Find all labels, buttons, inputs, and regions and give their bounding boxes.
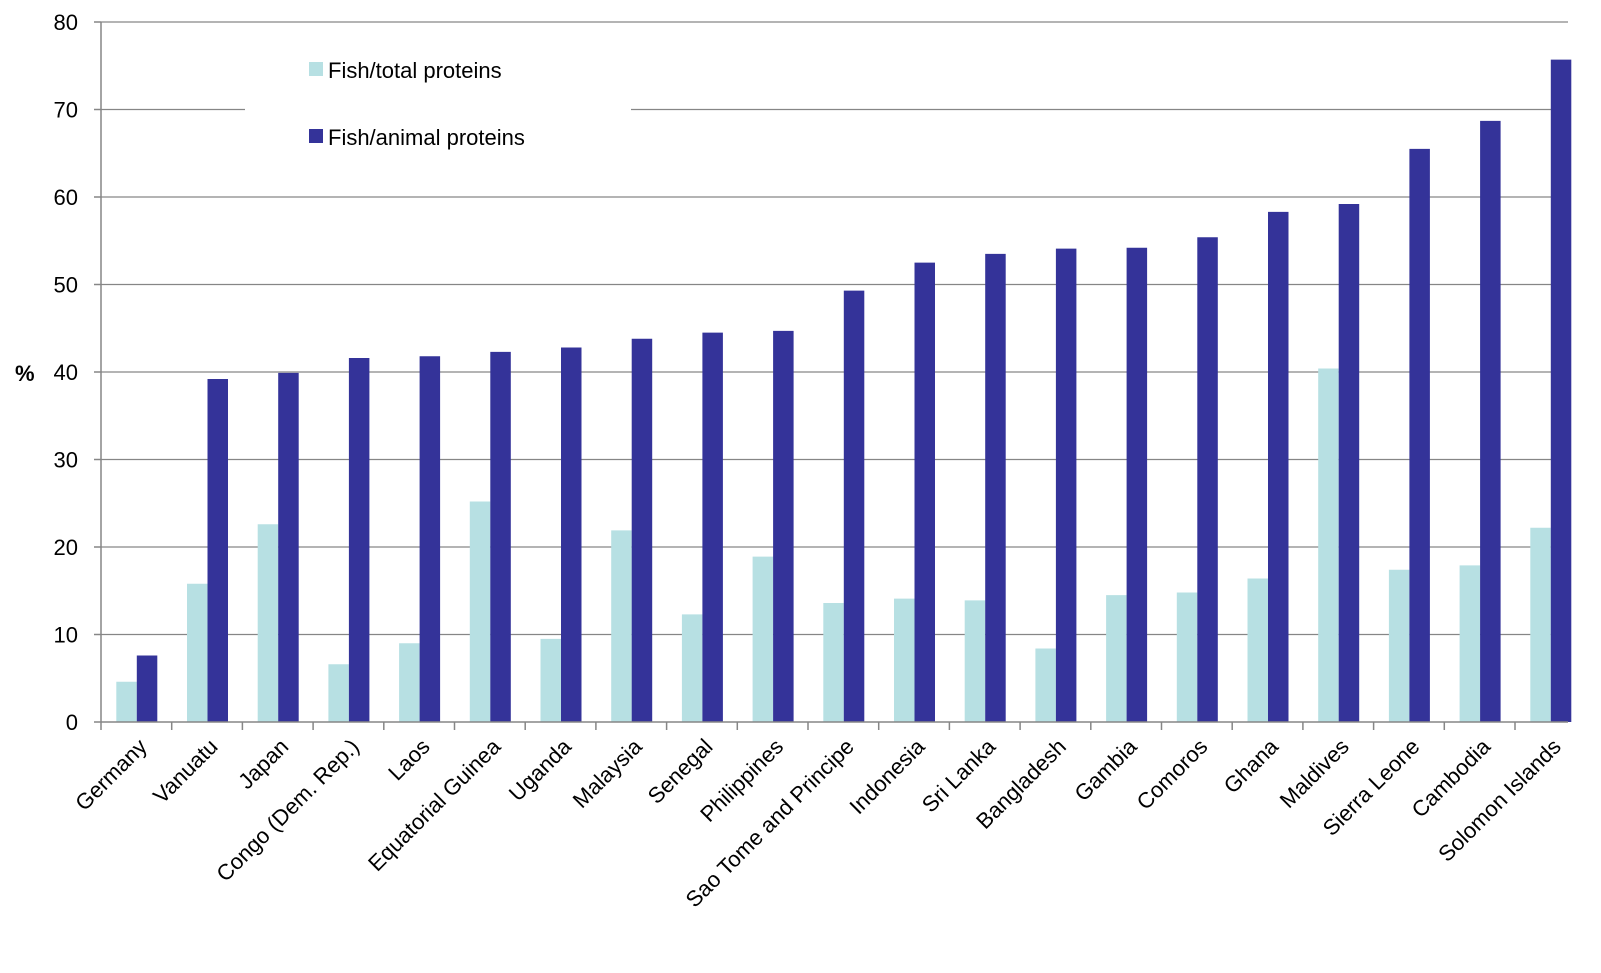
bar-fish-animal-cambodia bbox=[1480, 120, 1501, 722]
bar-fish-total-solomon-islands bbox=[1530, 527, 1551, 722]
x-tick-label: Gambia bbox=[1070, 733, 1143, 806]
x-tick-label: Vanuatu bbox=[148, 734, 222, 808]
legend-label: Fish/total proteins bbox=[328, 58, 502, 83]
bar-fish-animal-indonesia bbox=[914, 262, 935, 722]
y-tick-label: 60 bbox=[54, 185, 78, 210]
bar-fish-animal-sierra-leone bbox=[1409, 148, 1430, 722]
bar-fish-animal-solomon-islands bbox=[1550, 59, 1572, 722]
y-axis-title: % bbox=[15, 361, 35, 386]
bar-fish-animal-japan bbox=[278, 372, 299, 722]
x-tick-label: Comoros bbox=[1132, 734, 1213, 815]
bar-fish-total-comoros bbox=[1176, 592, 1198, 722]
bar-fish-animal-malaysia bbox=[631, 338, 653, 722]
y-tick-label: 20 bbox=[54, 535, 78, 560]
bar-fish-animal-laos bbox=[419, 356, 441, 722]
x-tick-label: Indonesia bbox=[844, 733, 930, 819]
bar-fish-total-gambia bbox=[1106, 595, 1127, 722]
y-tick-labels: 0 10 20 30 40 50 60 70 80 bbox=[54, 10, 78, 735]
bar-fish-total-ghana bbox=[1247, 578, 1268, 722]
bar-fish-animal-comoros bbox=[1197, 237, 1218, 722]
bar-fish-total-germany bbox=[116, 681, 137, 722]
bar-fish-total-bangladesh bbox=[1035, 648, 1056, 722]
bar-fish-animal-maldives bbox=[1338, 204, 1360, 722]
bar-fish-total-sao-tome-and-principe bbox=[823, 603, 844, 722]
y-tick-label: 10 bbox=[54, 623, 78, 648]
bar-fish-total-philippines bbox=[752, 556, 774, 722]
bars bbox=[116, 59, 1572, 722]
legend-swatch bbox=[309, 129, 323, 143]
y-tick-label: 50 bbox=[54, 273, 78, 298]
bar-fish-total-senegal bbox=[681, 614, 703, 722]
bar-fish-total-cambodia bbox=[1459, 565, 1481, 722]
legend: Fish/total proteins Fish/animal proteins bbox=[309, 58, 525, 150]
bar-fish-animal-uganda bbox=[561, 347, 582, 722]
y-tick-label: 40 bbox=[54, 360, 78, 385]
legend-label: Fish/animal proteins bbox=[328, 125, 525, 150]
bar-fish-total-indonesia bbox=[894, 598, 915, 722]
bar-fish-total-sri-lanka bbox=[964, 600, 986, 722]
x-tick-label: Uganda bbox=[504, 733, 577, 806]
bar-fish-total-equatorial-guinea bbox=[469, 501, 491, 722]
legend-swatch bbox=[309, 62, 323, 76]
bar-fish-animal-sao-tome-and-principe bbox=[843, 290, 865, 722]
x-tick-label: Malaysia bbox=[568, 733, 648, 813]
bar-fish-total-maldives bbox=[1318, 368, 1339, 722]
y-tick-label: 80 bbox=[54, 10, 78, 35]
bar-fish-animal-gambia bbox=[1126, 247, 1148, 722]
x-tick-label: Equatorial Guinea bbox=[363, 733, 506, 876]
bar-fish-animal-ghana bbox=[1268, 211, 1289, 722]
x-tick-label: Ghana bbox=[1219, 733, 1284, 798]
bar-fish-total-uganda bbox=[540, 638, 561, 722]
bar-fish-total-japan bbox=[257, 524, 279, 722]
bar-fish-animal-vanuatu bbox=[207, 379, 228, 722]
bar-fish-total-congo-dem-rep bbox=[328, 664, 349, 722]
bar-fish-animal-philippines bbox=[773, 330, 794, 722]
x-tick-label: Japan bbox=[233, 734, 293, 794]
bar-fish-animal-bangladesh bbox=[1055, 248, 1077, 722]
y-tick-label: 30 bbox=[54, 448, 78, 473]
bar-fish-animal-equatorial-guinea bbox=[490, 351, 511, 722]
y-tick-label: 70 bbox=[54, 98, 78, 123]
bar-fish-total-sierra-leone bbox=[1388, 569, 1410, 722]
bar-fish-animal-senegal bbox=[702, 332, 723, 722]
gridlines bbox=[101, 21, 1568, 636]
x-tick-label: Laos bbox=[383, 734, 434, 785]
x-tick-label: Solomon Islands bbox=[1433, 734, 1566, 867]
bar-fish-animal-germany bbox=[136, 655, 158, 722]
bar-fish-total-malaysia bbox=[611, 530, 632, 722]
bar-fish-animal-sri-lanka bbox=[985, 253, 1006, 722]
x-tick-label: Germany bbox=[70, 734, 152, 816]
bar-fish-total-vanuatu bbox=[187, 583, 208, 722]
axes bbox=[94, 21, 1568, 730]
y-tick-label: 0 bbox=[66, 710, 78, 735]
bar-fish-total-laos bbox=[399, 643, 420, 722]
bar-fish-animal-congo-dem-rep bbox=[348, 358, 370, 722]
